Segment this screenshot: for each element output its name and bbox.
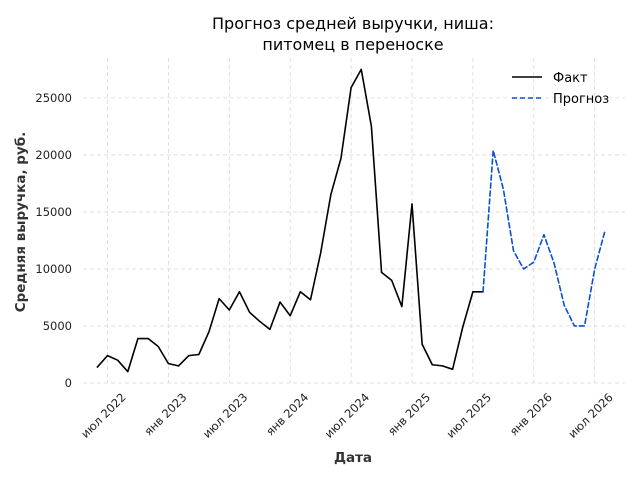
chart-title-line-2: питомец в переноске	[262, 35, 443, 54]
y-axis: 0 5000 10000 15000 20000 25000	[35, 91, 72, 390]
legend: Факт Прогноз	[512, 71, 609, 107]
y-tick-label: 15000	[35, 205, 72, 219]
x-tick-label: июл 2022	[78, 390, 129, 441]
y-axis-label: Средняя выручка, руб.	[13, 132, 29, 313]
y-tick-label: 25000	[35, 91, 72, 105]
y-tick-label: 5000	[43, 319, 72, 333]
legend-label-fact: Факт	[553, 71, 588, 86]
grid	[83, 58, 625, 384]
plot-area	[96, 68, 606, 373]
x-tick-label: июл 2023	[200, 390, 251, 441]
x-tick-label: июл 2024	[322, 390, 373, 441]
y-tick-label: 10000	[35, 262, 72, 276]
x-tick-label: янв 2026	[507, 390, 555, 438]
x-tick-label: янв 2024	[263, 390, 311, 438]
series-line-forecast	[482, 149, 606, 327]
series-line-fact	[96, 68, 484, 373]
x-tick-label: янв 2023	[141, 390, 189, 438]
x-tick-label: июл 2025	[444, 390, 495, 441]
x-tick-label: июл 2026	[565, 390, 616, 441]
x-axis: июл 2022 янв 2023 июл 2023 янв 2024 июл 2024…	[78, 390, 616, 441]
y-tick-label: 20000	[35, 148, 72, 162]
x-tick-label: янв 2025	[385, 390, 433, 438]
x-axis-label: Дата	[334, 450, 372, 466]
y-tick-label: 0	[65, 376, 72, 390]
legend-label-forecast: Прогноз	[553, 92, 609, 107]
chart-title-line-1: Прогноз средней выручки, ниша:	[212, 14, 494, 33]
